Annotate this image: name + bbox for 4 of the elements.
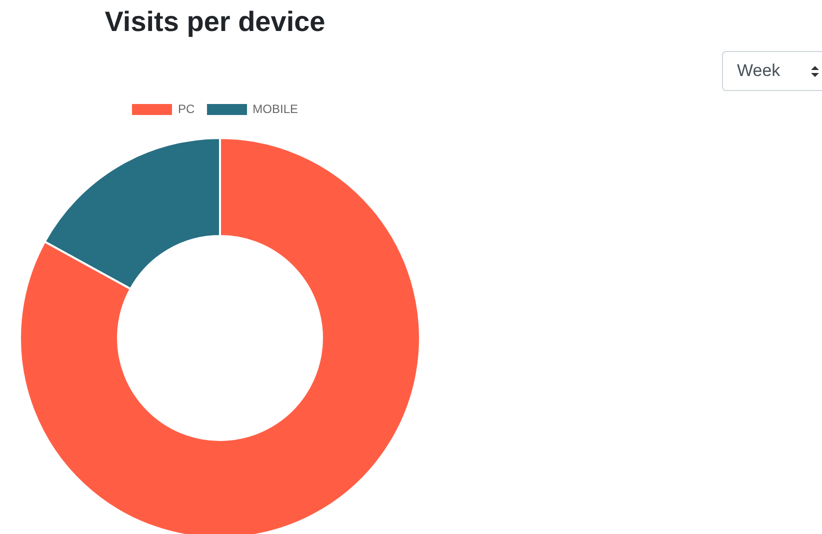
chart-title: Visits per device bbox=[104, 6, 326, 38]
legend-label: PC bbox=[178, 102, 195, 116]
dropdown-select: Week bbox=[722, 51, 822, 91]
legend-label: MOBILE bbox=[252, 102, 298, 116]
